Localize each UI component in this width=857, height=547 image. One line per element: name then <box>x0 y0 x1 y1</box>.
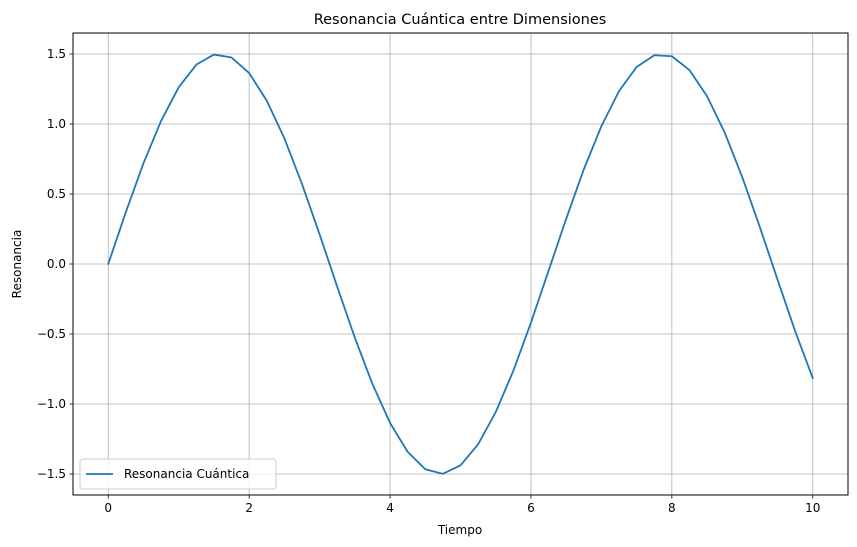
legend-label: Resonancia Cuántica <box>124 467 249 481</box>
x-axis-title: Tiempo <box>437 523 482 537</box>
x-tick-label: 6 <box>527 501 535 515</box>
x-tick-label: 4 <box>386 501 394 515</box>
y-tick-label: 1.0 <box>47 117 66 131</box>
grid-lines <box>73 33 848 495</box>
series-line <box>107 53 814 475</box>
x-tick-label: 2 <box>245 501 253 515</box>
x-tick-label: 8 <box>668 501 676 515</box>
x-axis-ticks: 0 2 4 6 8 10 <box>104 495 820 515</box>
chart-title: Resonancia Cuántica entre Dimensiones <box>314 12 607 28</box>
y-tick-label: −1.5 <box>37 467 66 481</box>
y-tick-label: 1.5 <box>47 47 66 61</box>
y-axis-title: Resonancia <box>10 230 24 299</box>
y-tick-label: −1.0 <box>37 397 66 411</box>
legend-box <box>79 458 277 490</box>
y-axis-ticks: −1.5 −1.0 −0.5 0.0 0.5 1.0 1.5 <box>37 47 73 481</box>
x-tick-label: 0 <box>104 501 112 515</box>
series-layer <box>107 53 814 475</box>
y-tick-label: −0.5 <box>37 327 66 341</box>
y-tick-label: 0.0 <box>47 257 66 271</box>
y-tick-label: 0.5 <box>47 187 66 201</box>
x-tick-label: 10 <box>805 501 820 515</box>
legend: Resonancia Cuántica <box>79 458 277 490</box>
